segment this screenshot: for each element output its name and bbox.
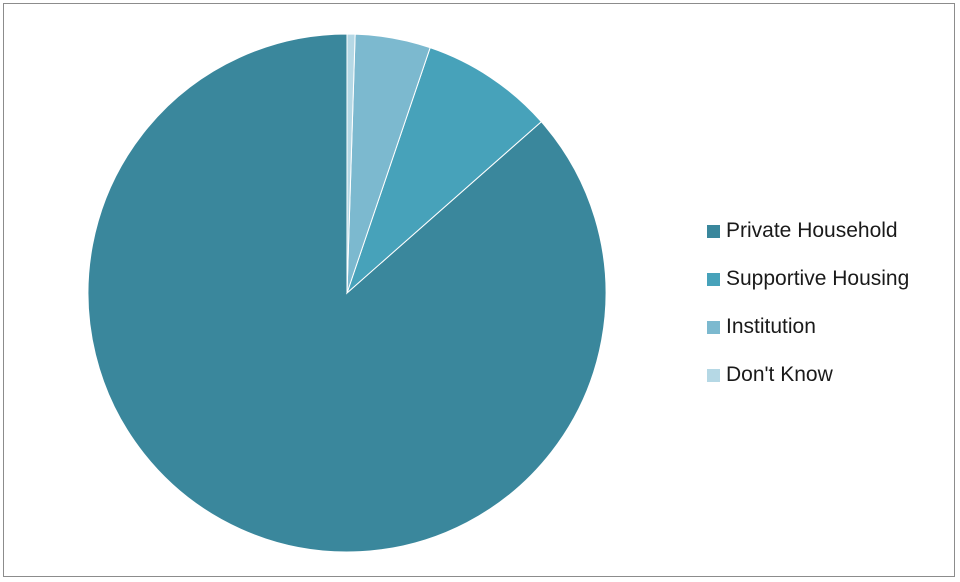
legend-label-supportive-housing: Supportive Housing [726,267,910,290]
legend-swatch-dont-know [707,368,720,382]
legend-item-dont-know: Don't Know [707,351,909,399]
pie-slice-supportive-housing [345,47,542,295]
pie-slice-don-t-know [346,33,356,294]
legend-swatch-supportive-housing [707,272,720,286]
chart-area: Private Household Supportive Housing Ins… [3,3,955,577]
legend-item-institution: Institution [707,303,909,351]
legend-swatch-institution [707,320,720,334]
legend-item-private-household: Private Household [707,207,909,255]
legend-label-private-household: Private Household [726,219,898,242]
legend-swatch-private-household [707,224,720,238]
legend-item-supportive-housing: Supportive Housing [707,255,909,303]
legend-label-dont-know: Don't Know [726,363,833,386]
legend-label-institution: Institution [726,315,816,338]
pie-chart [87,33,607,553]
legend: Private Household Supportive Housing Ins… [707,207,909,399]
